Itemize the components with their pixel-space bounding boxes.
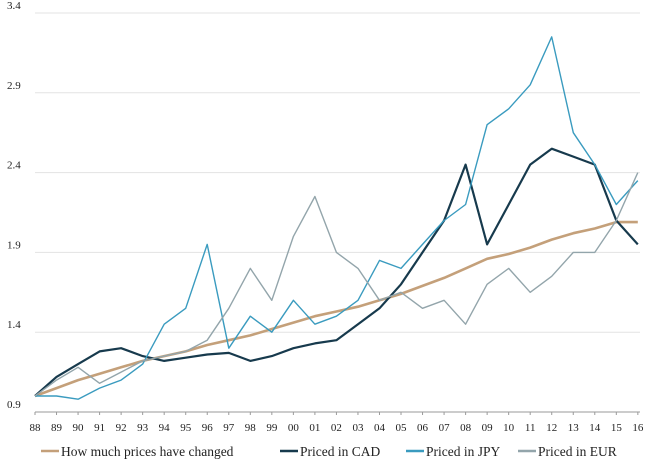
x-tick-label: 10	[503, 422, 515, 434]
series-line-1	[34, 220, 638, 398]
series-line-4	[34, 172, 639, 397]
x-tick-label: 99	[266, 422, 278, 434]
legend-label: Priced in EUR	[538, 444, 617, 459]
x-tick-label: 06	[417, 422, 429, 434]
x-axis: 88 89 90 91 92 93 94 95 96 97 98 99 00 01 02 03 04 05 06 07…	[30, 411, 644, 434]
x-tick-label: 08	[460, 422, 472, 434]
series-line-3	[35, 36, 639, 400]
y-tick-label: 2.4	[7, 160, 21, 172]
y-tick-label: 1.9	[7, 239, 21, 251]
legend-label: How much prices have changed	[61, 444, 234, 459]
x-tick-label: 09	[482, 422, 494, 434]
x-tick-label: 90	[73, 422, 85, 434]
series-line-2	[34, 147, 639, 397]
x-tick-label: 07	[439, 422, 451, 434]
x-tick-label: 93	[137, 422, 149, 434]
x-tick-label: 98	[245, 422, 257, 434]
x-tick-label: 13	[568, 422, 580, 434]
x-tick-label: 00	[288, 422, 300, 434]
x-tick-label: 04	[374, 422, 386, 434]
x-tick-label: 91	[94, 422, 105, 434]
legend-label: Priced in CAD	[300, 444, 380, 459]
x-tick-label: 15	[611, 422, 623, 434]
y-tick-label: 3.4	[7, 0, 21, 12]
y-tick-label: 0.9	[7, 399, 21, 411]
x-tick-label: 01	[309, 422, 320, 434]
x-tick-label: 97	[223, 422, 235, 434]
x-tick-label: 96	[202, 422, 214, 434]
y-tick-label: 2.9	[7, 80, 21, 92]
x-tick-label: 95	[180, 422, 192, 434]
x-tick-label: 89	[51, 422, 63, 434]
legend: How much prices have changed Priced in CA…	[41, 444, 617, 459]
x-tick-label: 16	[632, 422, 644, 434]
x-tick-label: 05	[396, 422, 408, 434]
x-tick-label: 11	[525, 422, 536, 434]
x-tick-label: 03	[352, 422, 364, 434]
x-tick-label: 12	[546, 422, 557, 434]
x-tick-label: 94	[159, 422, 171, 434]
legend-label: Priced in JPY	[426, 444, 501, 459]
y-tick-label: 1.4	[7, 319, 21, 331]
y-axis: 0.9 1.4 1.9 2.4 2.9 3.4	[7, 0, 21, 411]
x-tick-label: 92	[116, 422, 127, 434]
x-tick-label: 88	[30, 422, 42, 434]
series-lines	[34, 36, 639, 400]
grid-lines	[35, 12, 640, 413]
x-tick-label: 02	[331, 422, 342, 434]
x-tick-label: 14	[589, 422, 601, 434]
